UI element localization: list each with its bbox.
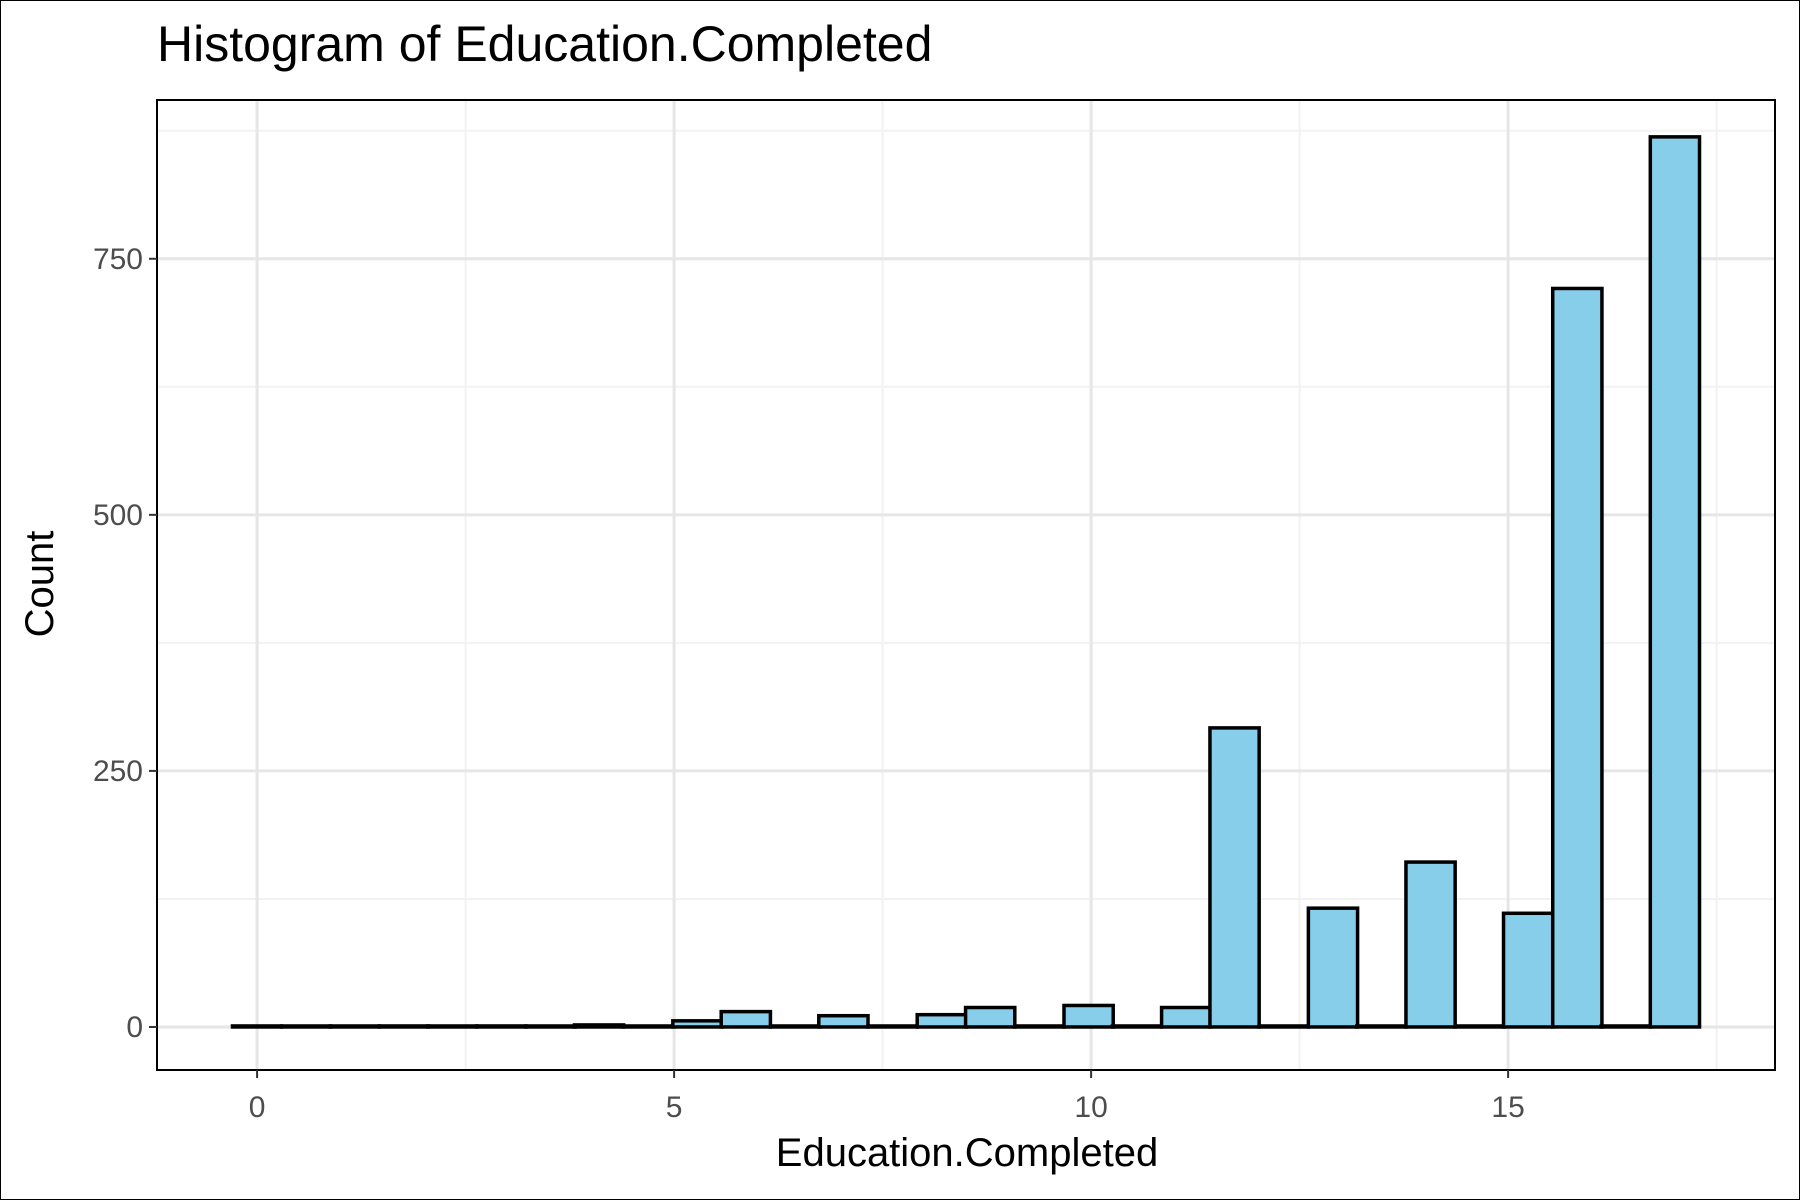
histogram-bar	[1257, 1024, 1311, 1029]
histogram-bar	[915, 1012, 969, 1029]
x-axis-ticks: 0 5 10 15	[249, 1070, 1525, 1124]
histogram-bar	[1648, 135, 1702, 1029]
histogram-bar	[1550, 286, 1604, 1029]
x-tick-label: 15	[1491, 1091, 1524, 1124]
minor-gridlines	[157, 100, 1775, 1070]
histogram-bar	[230, 1024, 284, 1029]
x-tick-label: 10	[1074, 1091, 1107, 1124]
histogram-bar	[1013, 1024, 1066, 1029]
y-tick-label: 750	[93, 243, 143, 276]
y-axis-ticks: 0 250 500 750	[93, 243, 157, 1044]
histogram-bar	[377, 1024, 431, 1029]
x-tick-label: 5	[666, 1091, 683, 1124]
histogram-bar	[866, 1024, 919, 1029]
y-axis-title: Count	[18, 531, 62, 638]
chart-title: Histogram of Education.Completed	[157, 16, 932, 72]
plot-panel	[157, 100, 1775, 1070]
histogram-bar	[817, 1013, 870, 1029]
y-tick-label: 0	[126, 1011, 143, 1044]
plot-panel-border	[156, 99, 1776, 1071]
histogram-bar	[963, 1005, 1017, 1029]
histogram-bar	[1404, 860, 1457, 1029]
histogram-bar	[1599, 1024, 1653, 1029]
histogram-bar	[1453, 1024, 1507, 1029]
histogram-bar	[719, 1009, 773, 1029]
histogram-bar	[572, 1023, 626, 1029]
histogram-bar	[279, 1024, 333, 1029]
histogram-bar	[1159, 1005, 1213, 1029]
histogram-bar	[1501, 911, 1555, 1029]
histogram-bars	[230, 135, 1702, 1029]
x-axis-title: Education.Completed	[776, 1131, 1158, 1175]
histogram-bar	[671, 1019, 724, 1029]
histogram-bar	[768, 1024, 822, 1029]
histogram-bar	[1110, 1024, 1164, 1029]
histogram-bar	[1208, 726, 1261, 1029]
histogram-bar	[1354, 1024, 1408, 1029]
histogram-bar	[1062, 1003, 1115, 1029]
histogram-bar	[425, 1024, 479, 1029]
y-tick-label: 500	[93, 499, 143, 532]
histogram-bar	[328, 1024, 382, 1029]
histogram-bar	[524, 1024, 578, 1029]
y-tick-label: 250	[93, 755, 143, 788]
histogram-bar	[621, 1024, 675, 1029]
histogram-bar	[1306, 906, 1360, 1029]
x-tick-label: 0	[249, 1091, 266, 1124]
histogram-bar	[475, 1024, 528, 1029]
